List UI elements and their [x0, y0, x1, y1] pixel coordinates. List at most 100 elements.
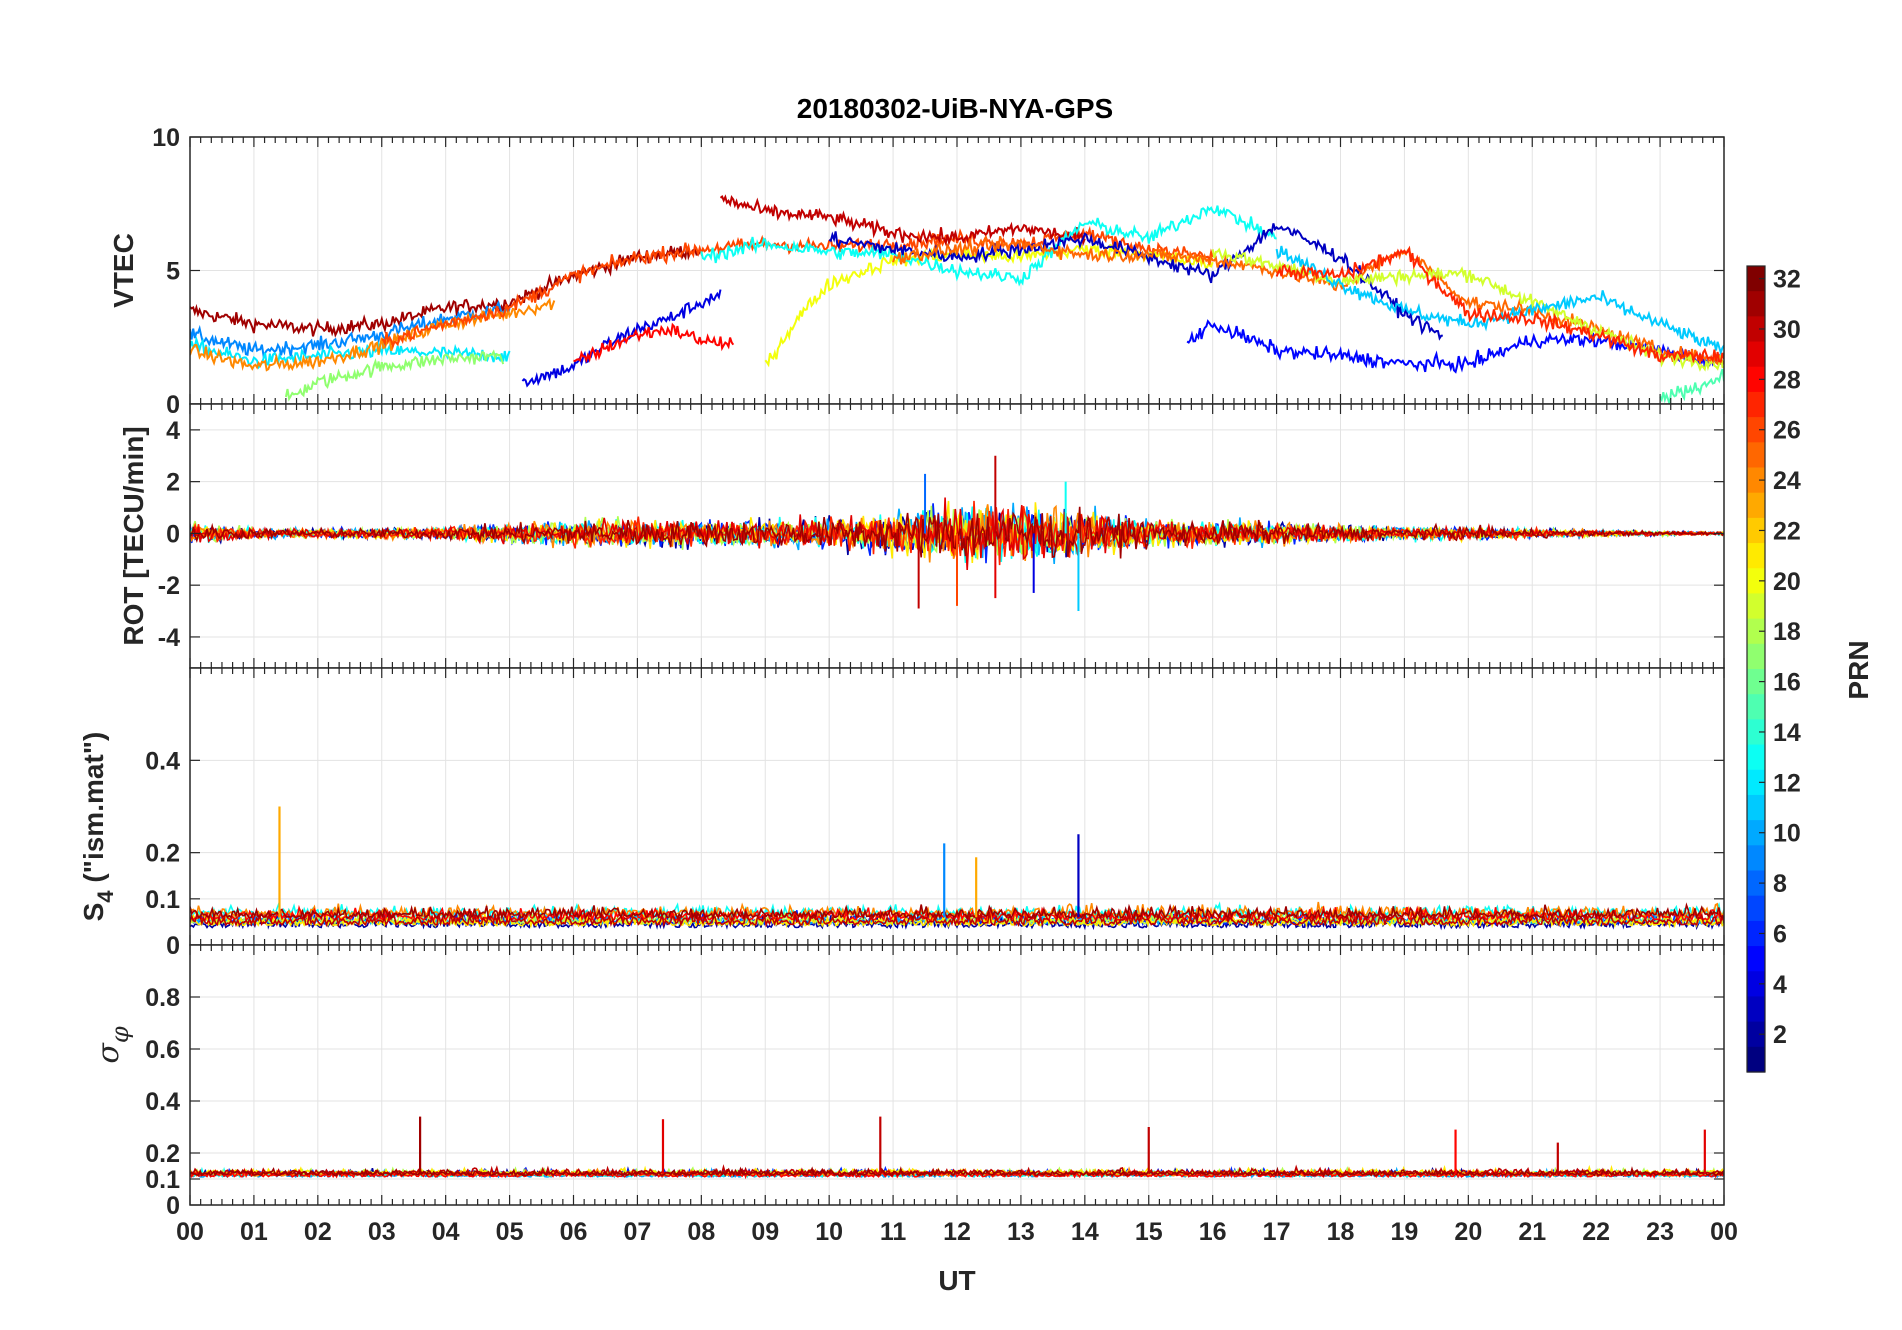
s4-series-prn-30 [190, 910, 1724, 928]
colorbar-tick-label: 22 [1773, 517, 1801, 545]
vtec-series-prn-30 [719, 194, 1086, 247]
colorbar-segment [1747, 1046, 1765, 1073]
vtec-series-prn-11 [1275, 245, 1724, 356]
colorbar-segment [1747, 341, 1765, 368]
y-tick-label: 0.4 [145, 1088, 180, 1116]
x-tick-label: 22 [1582, 1218, 1610, 1246]
sigma-series-prn-31 [190, 1166, 1724, 1178]
y-tick-label: -2 [158, 572, 180, 600]
vtec-panel: 0 5 10 VTEC [108, 124, 1725, 419]
y-tick-label: 0 [166, 932, 180, 960]
colorbar-tick-label: 28 [1773, 366, 1801, 394]
s4-panel: 0 0.1 0.2 0.4 S4 ("ism.mat") [78, 667, 1725, 960]
x-tick-label: 00 [176, 1218, 204, 1246]
data-layer [190, 806, 1724, 931]
colorbar-segment [1747, 669, 1765, 695]
x-tick-label: 19 [1391, 1218, 1419, 1246]
x-tick-label: 10 [815, 1218, 843, 1246]
y-tick-label: 0.1 [145, 886, 180, 914]
colorbar-tick-label: 14 [1773, 719, 1801, 747]
colorbar-segment [1747, 870, 1765, 897]
x-tick-label: 16 [1199, 1218, 1227, 1246]
colorbar-segment [1747, 643, 1765, 670]
x-tick-label: 23 [1646, 1218, 1674, 1246]
colorbar-segment [1747, 568, 1765, 595]
x-tick-label: 15 [1135, 1218, 1163, 1246]
vtec-series-prn-4 [521, 289, 722, 388]
colorbar-segment [1747, 845, 1765, 872]
colorbar-segment [1747, 391, 1765, 418]
y-tick-label: 4 [166, 417, 180, 445]
x-tick-label: 07 [624, 1218, 652, 1246]
colorbar-segment [1747, 744, 1765, 771]
y-tick-label: 0.6 [145, 1036, 180, 1064]
vtec-series-prn-13 [700, 205, 1277, 287]
colorbar-tick-label: 30 [1773, 316, 1801, 344]
vtec-series-prn-9 [190, 300, 511, 359]
x-tick-label: 06 [560, 1218, 588, 1246]
colorbar-tick-label: 16 [1773, 669, 1801, 697]
x-tick-label: 21 [1518, 1218, 1546, 1246]
vtec-series-prn-27 [1275, 245, 1724, 364]
colorbar-segment [1747, 794, 1765, 821]
colorbar-label: PRN [1843, 640, 1874, 699]
colorbar-segment [1747, 291, 1765, 317]
x-tick-label: 02 [304, 1218, 332, 1246]
colorbar-segment [1747, 618, 1765, 645]
x-tick-label: 01 [240, 1218, 268, 1246]
y-tick-label: -4 [158, 624, 180, 652]
y-tick-label: 0 [166, 1192, 180, 1220]
y-axis-label-s4: S4 ("ism.mat") [78, 732, 118, 922]
vtec-series-prn-31 [190, 245, 702, 338]
colorbar-tick-label: 26 [1773, 417, 1801, 445]
data-layer [190, 1116, 1724, 1180]
y-axis-label-rot: ROT [TECU/min] [118, 426, 149, 645]
y-tick-label: 0.2 [145, 1140, 180, 1168]
rot-panel: -4 -2 0 2 4 ROT [TECU/min] [118, 403, 1725, 669]
y-tick-label: 0.4 [145, 747, 180, 775]
colorbar-segment [1747, 920, 1765, 947]
y-axis-label-sigma-phi: σφ [91, 1026, 134, 1063]
x-tick-label: 03 [368, 1218, 396, 1246]
colorbar-segment [1747, 442, 1765, 469]
colorbar-tick-label: 20 [1773, 568, 1801, 596]
x-tick-label: 13 [1007, 1218, 1035, 1246]
y-tick-label: 0.1 [145, 1166, 180, 1194]
s4-series-prn-31 [190, 902, 1724, 921]
x-tick-label: 05 [496, 1218, 524, 1246]
chart-title: 20180302-UiB-NYA-GPS [797, 93, 1113, 124]
colorbar-tick-label: 12 [1773, 769, 1801, 797]
colorbar-tick-label: 4 [1773, 971, 1787, 999]
colorbar-segment [1747, 719, 1765, 746]
vtec-series-prn-17 [284, 349, 505, 402]
y-tick-label: 0.2 [145, 840, 180, 868]
colorbar-segment [1747, 492, 1765, 519]
colorbar-segment [1747, 895, 1765, 922]
colorbar-tick-label: 10 [1773, 820, 1801, 848]
colorbar-segment [1747, 694, 1765, 720]
y-tick-label: 10 [152, 124, 180, 152]
colorbar-segment [1747, 593, 1765, 620]
colorbar-segment [1747, 543, 1765, 569]
x-tick-label: 18 [1327, 1218, 1355, 1246]
colorbar-tick-label: 24 [1773, 467, 1801, 495]
colorbar-segment [1747, 820, 1765, 846]
colorbar-segment [1747, 417, 1765, 443]
x-tick-label: 14 [1071, 1218, 1099, 1246]
colorbar-segment [1747, 769, 1765, 796]
x-tick-label: 04 [432, 1218, 460, 1246]
colorbar-segment [1747, 996, 1765, 1023]
x-tick-label: 17 [1263, 1218, 1291, 1246]
vtec-series-prn-28 [573, 322, 735, 364]
vtec-series-prn-25 [892, 234, 1724, 366]
y-tick-label: 0 [166, 520, 180, 548]
y-tick-label: 0.8 [145, 984, 180, 1012]
colorbar-tick-label: 32 [1773, 266, 1801, 294]
vtec-series-prn-15 [1659, 368, 1724, 404]
sigma-phi-panel: 00.10.2 0.4 0.6 0.8 σφ [91, 944, 1725, 1220]
colorbar-segment [1747, 946, 1765, 972]
data-layer [190, 455, 1724, 612]
y-tick-label: 0 [166, 391, 180, 419]
colorbar-segment [1747, 517, 1765, 544]
